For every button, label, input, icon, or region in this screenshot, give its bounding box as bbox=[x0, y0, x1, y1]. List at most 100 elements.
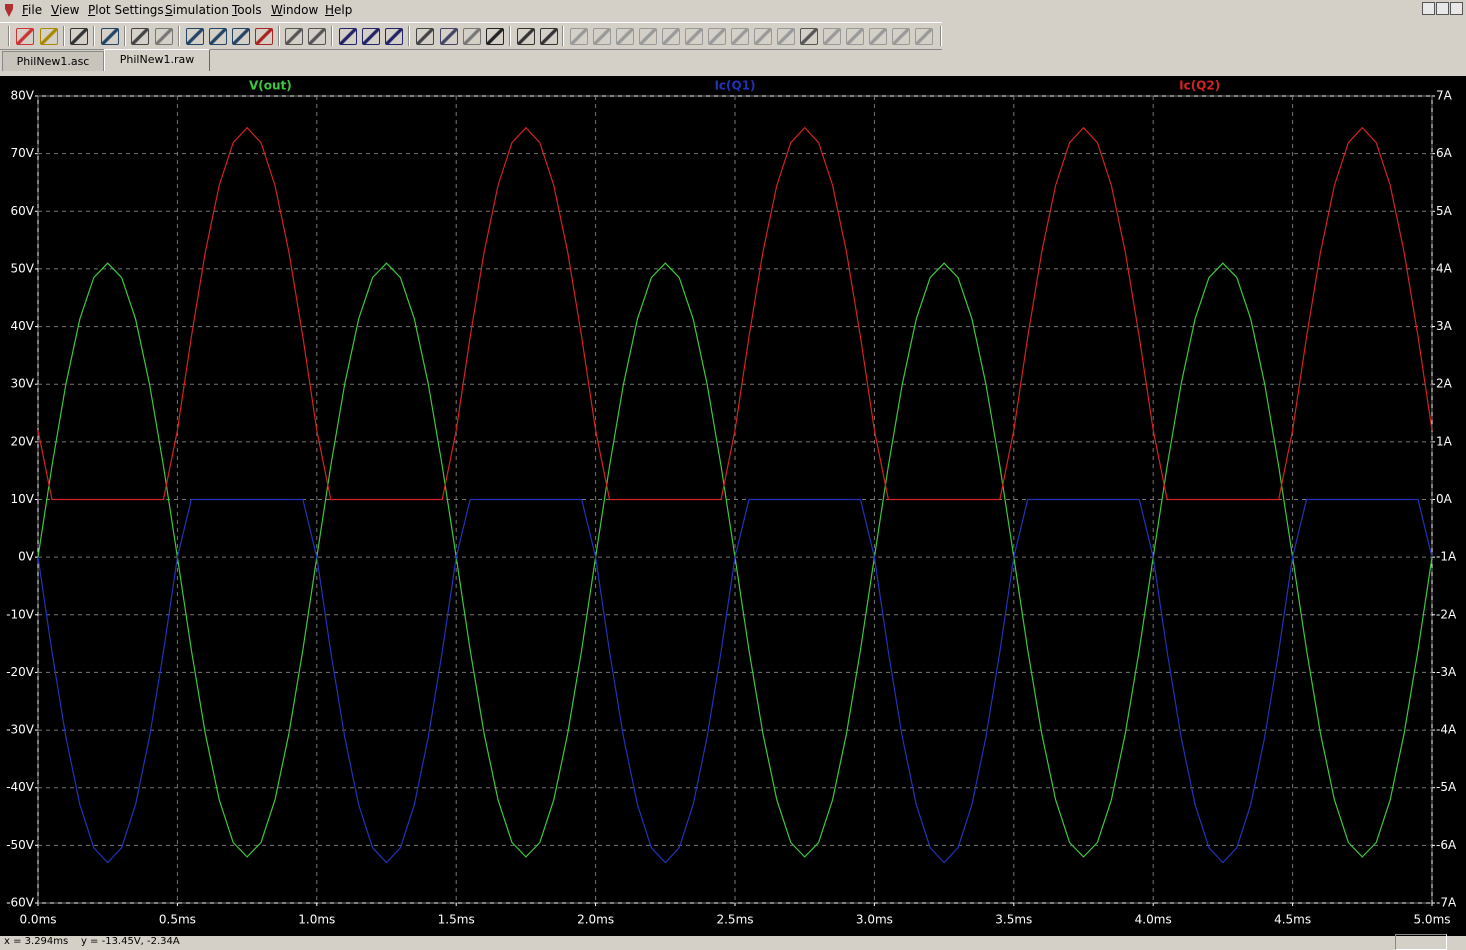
plot-background bbox=[0, 76, 1466, 936]
y2-tick-label: -4A bbox=[1436, 723, 1457, 737]
y-tick-label: 70V bbox=[11, 146, 35, 160]
legend-entry: V(out) bbox=[249, 79, 292, 93]
y2-tick-label: 6A bbox=[1436, 146, 1453, 160]
toolbar-button[interactable] bbox=[101, 28, 119, 45]
menu-item[interactable]: Tools bbox=[232, 3, 262, 17]
y2-tick-label: -6A bbox=[1436, 838, 1457, 852]
status-bar: x = 3.294ms y = -13.45V, -2.34A bbox=[4, 936, 180, 947]
toolbar-button[interactable] bbox=[232, 28, 250, 45]
y-tick-label: 60V bbox=[11, 204, 35, 218]
menu-item[interactable]: Help bbox=[325, 3, 353, 17]
toolbar-separator bbox=[8, 26, 10, 46]
toolbar-button[interactable] bbox=[892, 28, 910, 45]
x-tick-label: 4.0ms bbox=[1135, 913, 1172, 927]
toolbar-button[interactable] bbox=[540, 28, 558, 45]
toolbar-separator bbox=[93, 26, 95, 46]
toolbar-button[interactable] bbox=[915, 28, 933, 45]
toolbar-button[interactable] bbox=[685, 28, 703, 45]
toolbar-button[interactable] bbox=[593, 28, 611, 45]
toolbar-button[interactable] bbox=[823, 28, 841, 45]
x-tick-label: 1.5ms bbox=[438, 913, 475, 927]
y-tick-label: 10V bbox=[11, 492, 35, 506]
x-tick-label: 5.0ms bbox=[1413, 913, 1450, 927]
toolbar-button[interactable] bbox=[869, 28, 887, 45]
toolbar-button[interactable] bbox=[570, 28, 588, 45]
menu-item[interactable]: View bbox=[51, 3, 80, 17]
toolbar-button[interactable] bbox=[777, 28, 795, 45]
toolbar-button[interactable] bbox=[70, 28, 88, 45]
toolbar-button[interactable] bbox=[209, 28, 227, 45]
toolbar-separator bbox=[178, 26, 180, 46]
toolbar-button[interactable] bbox=[486, 28, 504, 45]
toolbar-button[interactable] bbox=[131, 28, 149, 45]
toolbar-button[interactable] bbox=[708, 28, 726, 45]
y2-tick-label: -2A bbox=[1436, 607, 1457, 621]
toolbar-button[interactable] bbox=[308, 28, 326, 45]
toolbar-button[interactable] bbox=[639, 28, 657, 45]
toolbar-separator bbox=[124, 26, 126, 46]
menu-item[interactable]: Plot Settings bbox=[88, 3, 164, 17]
y2-tick-label: 3A bbox=[1436, 319, 1453, 333]
x-tick-label: 4.5ms bbox=[1274, 913, 1311, 927]
menu-item[interactable]: File bbox=[22, 3, 43, 17]
y-tick-label: 20V bbox=[11, 434, 35, 448]
y2-tick-label: 4A bbox=[1436, 261, 1453, 275]
y2-tick-label: -3A bbox=[1436, 665, 1457, 679]
toolbar-button[interactable] bbox=[385, 28, 403, 45]
tab-active[interactable]: PhilNew1.raw bbox=[104, 49, 210, 71]
toolbar-button[interactable] bbox=[186, 28, 204, 45]
x-tick-label: 1.0ms bbox=[298, 913, 335, 927]
toolbar-separator bbox=[331, 26, 333, 46]
toolbar-button[interactable] bbox=[16, 28, 34, 45]
x-tick-label: 2.5ms bbox=[716, 913, 753, 927]
legend-entry: Ic(Q1) bbox=[714, 79, 755, 93]
toolbar-button[interactable] bbox=[40, 28, 58, 45]
toolbar-button[interactable] bbox=[362, 28, 380, 45]
toolbar-button[interactable] bbox=[416, 28, 434, 45]
toolbar-button[interactable] bbox=[662, 28, 680, 45]
y2-tick-label: -5A bbox=[1436, 780, 1457, 794]
toolbar-button[interactable] bbox=[800, 28, 818, 45]
close-button[interactable] bbox=[1450, 2, 1463, 15]
x-tick-label: 3.0ms bbox=[856, 913, 893, 927]
toolbar-button[interactable] bbox=[155, 28, 173, 45]
y-tick-label: -30V bbox=[6, 723, 35, 737]
y-tick-label: 30V bbox=[11, 377, 35, 391]
toolbar-button[interactable] bbox=[285, 28, 303, 45]
toolbar bbox=[0, 22, 942, 50]
menu-item[interactable]: Window bbox=[271, 3, 319, 17]
legend-entry: Ic(Q2) bbox=[1179, 79, 1220, 93]
toolbar-button[interactable] bbox=[754, 28, 772, 45]
toolbar-button[interactable] bbox=[731, 28, 749, 45]
x-tick-label: 0.5ms bbox=[159, 913, 196, 927]
y-tick-label: -60V bbox=[6, 896, 35, 910]
toolbar-separator bbox=[278, 26, 280, 46]
toolbar-button[interactable] bbox=[463, 28, 481, 45]
minimize-button[interactable] bbox=[1422, 2, 1435, 15]
toolbar-button[interactable] bbox=[616, 28, 634, 45]
menu-item[interactable]: Simulation bbox=[165, 3, 229, 17]
y2-tick-label: -7A bbox=[1436, 896, 1457, 910]
toolbar-button[interactable] bbox=[339, 28, 357, 45]
series-line bbox=[37, 126, 1433, 501]
toolbar-button[interactable] bbox=[255, 28, 273, 45]
y-tick-label: 0V bbox=[18, 550, 35, 564]
y-tick-label: 40V bbox=[11, 319, 35, 333]
toolbar-separator bbox=[562, 26, 564, 46]
toolbar-button[interactable] bbox=[440, 28, 458, 45]
toolbar-button[interactable] bbox=[517, 28, 535, 45]
tab-bar: PhilNew1.asc PhilNew1.raw bbox=[0, 49, 1466, 76]
toolbar-separator bbox=[509, 26, 511, 46]
toolbar-separator bbox=[940, 26, 942, 46]
x-tick-label: 0.0ms bbox=[19, 913, 56, 927]
y2-tick-label: 0A bbox=[1436, 492, 1453, 506]
y2-tick-label: 7A bbox=[1436, 89, 1453, 103]
toolbar-button[interactable] bbox=[846, 28, 864, 45]
tab[interactable]: PhilNew1.asc bbox=[2, 51, 104, 71]
restore-button[interactable] bbox=[1436, 2, 1449, 15]
series-line bbox=[37, 498, 1433, 864]
x-tick-label: 3.5ms bbox=[995, 913, 1032, 927]
y2-tick-label: -1A bbox=[1436, 550, 1457, 564]
plot-pane: 80V 70V 60V 50V 40V 30V 20V 10V 0V -10V -20V -30V -4… bbox=[0, 76, 1466, 936]
